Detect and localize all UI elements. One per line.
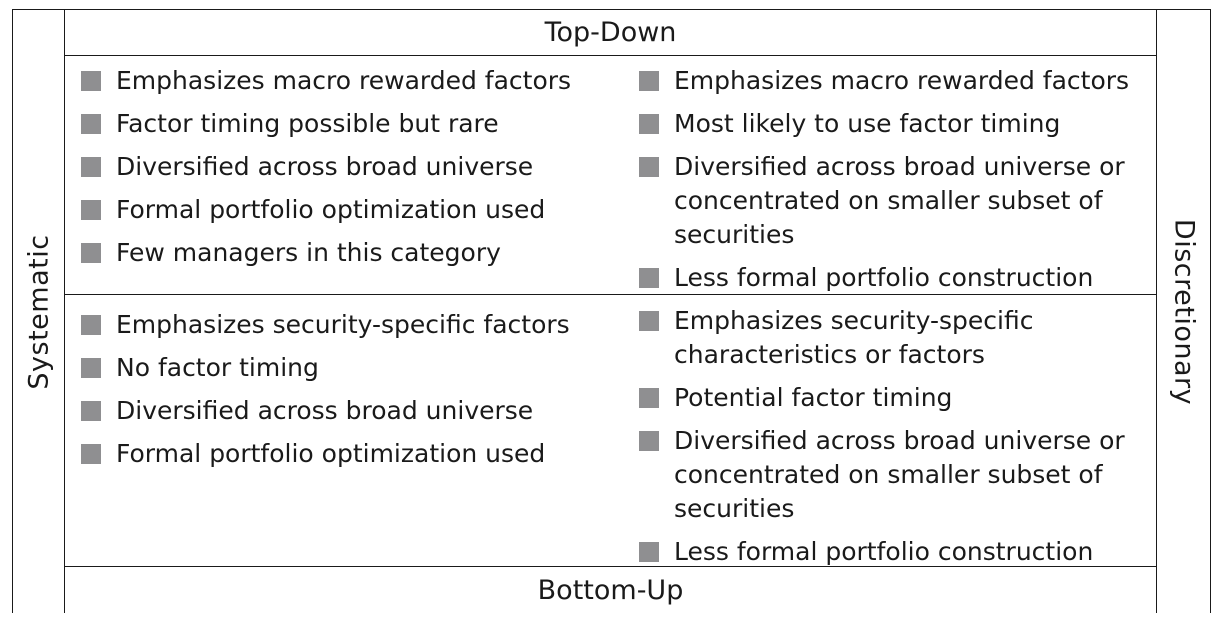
square-bullet-icon bbox=[81, 358, 101, 378]
square-bullet-icon bbox=[81, 71, 101, 91]
square-bullet-icon bbox=[81, 315, 101, 335]
bullet-item: Diversified across broad universe bbox=[79, 394, 624, 428]
bullet-text: Formal portfolio optimization used bbox=[116, 439, 546, 468]
square-bullet-icon bbox=[81, 401, 101, 421]
square-bullet-icon bbox=[81, 200, 101, 220]
top-down-header: Top-Down bbox=[65, 10, 1156, 56]
bullet-text: Emphasizes macro rewarded factors bbox=[674, 66, 1130, 95]
square-bullet-icon bbox=[639, 157, 659, 177]
bullet-item: Most likely to use factor timing bbox=[637, 107, 1157, 141]
square-bullet-icon bbox=[81, 243, 101, 263]
bullet-item: Less formal portfolio construction bbox=[637, 261, 1157, 295]
bullet-text: Diversified across broad universe or con… bbox=[674, 152, 1125, 249]
quadrant-discretionary-bottom-up: Emphasizes security-specific characteris… bbox=[637, 304, 1157, 578]
bullet-item: Diversified across broad universe or con… bbox=[637, 424, 1157, 526]
discretionary-strip: Discretionary bbox=[1156, 10, 1210, 613]
matrix-body: Top-Down Emphasizes macro rewarded facto… bbox=[65, 10, 1156, 613]
bullet-text: Most likely to use factor timing bbox=[674, 109, 1061, 138]
systematic-strip: Systematic bbox=[13, 10, 65, 613]
bullet-item: Emphasizes security-specific characteris… bbox=[637, 304, 1157, 372]
bullet-list: Emphasizes security-specific characteris… bbox=[637, 304, 1157, 569]
bullet-text: Diversified across broad universe bbox=[116, 152, 534, 181]
bullet-item: Diversified across broad universe or con… bbox=[637, 150, 1157, 252]
bullet-item: Formal portfolio optimization used bbox=[79, 437, 624, 471]
square-bullet-icon bbox=[639, 388, 659, 408]
quadrant-systematic-top-down: Emphasizes macro rewarded factors Factor … bbox=[79, 64, 624, 279]
square-bullet-icon bbox=[639, 542, 659, 562]
bullet-item: Emphasizes macro rewarded factors bbox=[79, 64, 624, 98]
discretionary-label: Discretionary bbox=[1168, 218, 1199, 405]
bullet-text: No factor timing bbox=[116, 353, 319, 382]
bullet-text: Emphasizes security-specific factors bbox=[116, 310, 570, 339]
square-bullet-icon bbox=[639, 268, 659, 288]
bullet-text: Less formal portfolio construction bbox=[674, 263, 1094, 292]
bullet-text: Emphasizes macro rewarded factors bbox=[116, 66, 572, 95]
bullet-item: Emphasizes security-specific factors bbox=[79, 308, 624, 342]
systematic-label: Systematic bbox=[23, 233, 54, 390]
bullet-item: No factor timing bbox=[79, 351, 624, 385]
square-bullet-icon bbox=[81, 157, 101, 177]
bullet-list: Emphasizes macro rewarded factors Most li… bbox=[637, 64, 1157, 295]
bullet-text: Less formal portfolio construction bbox=[674, 537, 1094, 566]
square-bullet-icon bbox=[81, 444, 101, 464]
bullet-list: Emphasizes security-specific factors No f… bbox=[79, 308, 624, 471]
quadrant-systematic-bottom-up: Emphasizes security-specific factors No f… bbox=[79, 308, 624, 480]
square-bullet-icon bbox=[639, 71, 659, 91]
bullet-text: Formal portfolio optimization used bbox=[116, 195, 546, 224]
bullet-text: Few managers in this category bbox=[116, 238, 501, 267]
square-bullet-icon bbox=[639, 311, 659, 331]
horizontal-divider bbox=[65, 294, 1156, 295]
bullet-text: Factor timing possible but rare bbox=[116, 109, 499, 138]
square-bullet-icon bbox=[639, 114, 659, 134]
square-bullet-icon bbox=[639, 431, 659, 451]
bullet-text: Potential factor timing bbox=[674, 383, 953, 412]
square-bullet-icon bbox=[81, 114, 101, 134]
bullet-item: Formal portfolio optimization used bbox=[79, 193, 624, 227]
bullet-text: Diversified across broad universe or con… bbox=[674, 426, 1125, 523]
bullet-item: Less formal portfolio construction bbox=[637, 535, 1157, 569]
bullet-item: Factor timing possible but rare bbox=[79, 107, 624, 141]
bottom-up-footer: Bottom-Up bbox=[65, 566, 1156, 613]
bullet-item: Diversified across broad universe bbox=[79, 150, 624, 184]
bullet-text: Diversified across broad universe bbox=[116, 396, 534, 425]
bullet-item: Emphasizes macro rewarded factors bbox=[637, 64, 1157, 98]
quadrant-discretionary-top-down: Emphasizes macro rewarded factors Most li… bbox=[637, 64, 1157, 304]
bullet-text: Emphasizes security-specific characteris… bbox=[674, 306, 1034, 369]
bullet-list: Emphasizes macro rewarded factors Factor … bbox=[79, 64, 624, 270]
bullet-item: Potential factor timing bbox=[637, 381, 1157, 415]
bullet-item: Few managers in this category bbox=[79, 236, 624, 270]
style-matrix: Systematic Top-Down Emphasizes macro rew… bbox=[12, 9, 1211, 613]
